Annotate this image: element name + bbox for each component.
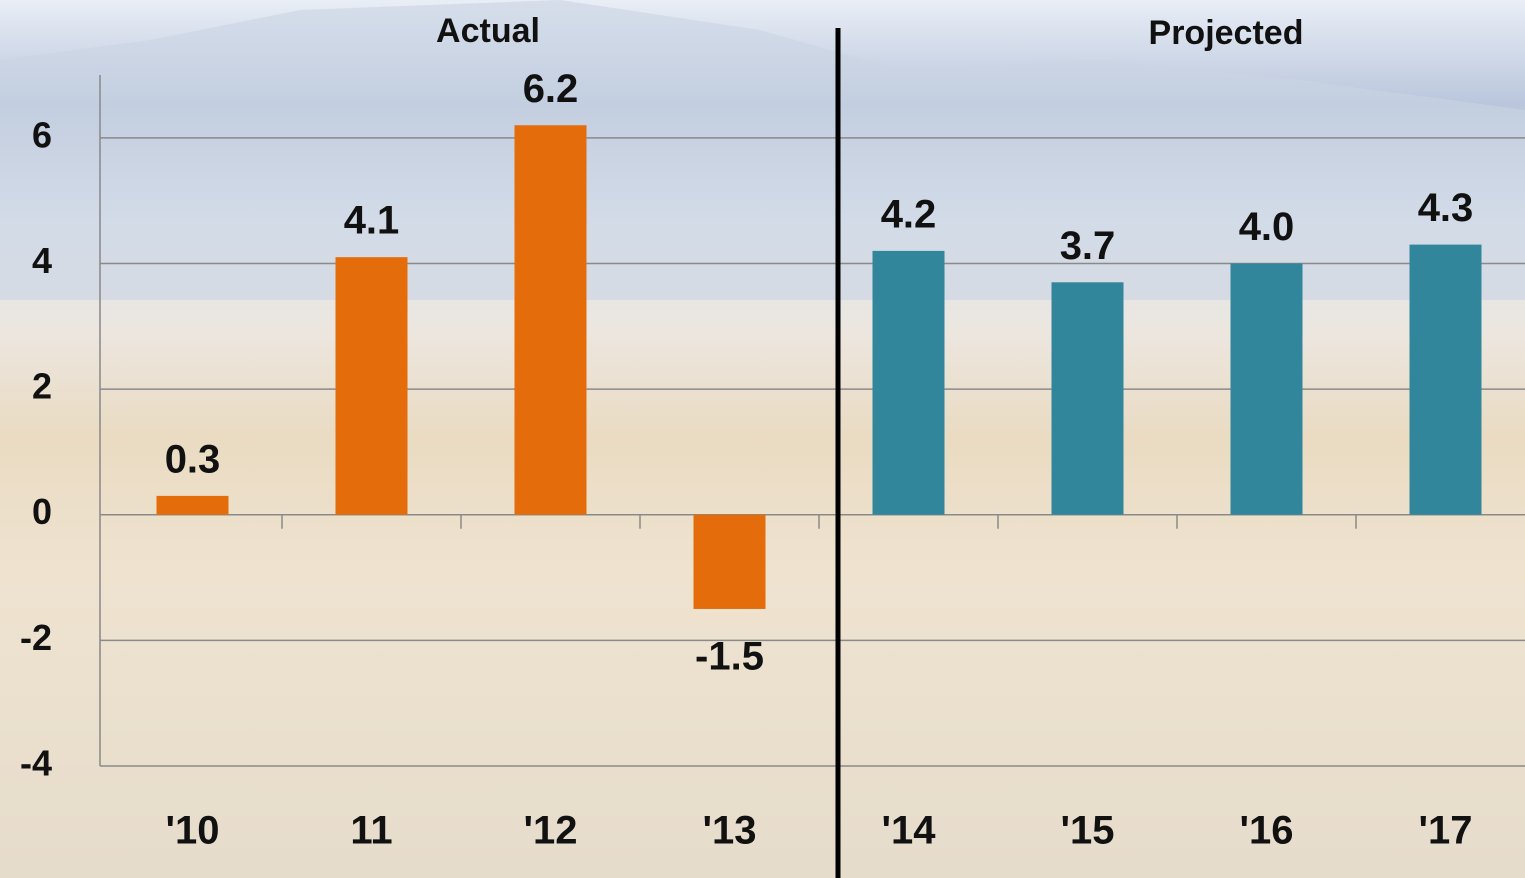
x-tick-label: '15 <box>1060 809 1114 853</box>
value-label: 3.7 <box>1060 224 1116 268</box>
bar <box>872 250 945 515</box>
x-tick-label: '17 <box>1418 809 1472 853</box>
mountains <box>0 0 1525 300</box>
x-tick-label: 11 <box>350 809 392 853</box>
value-label: 4.3 <box>1418 186 1474 230</box>
bar <box>693 514 766 609</box>
annotation: Projected <box>1149 14 1304 52</box>
y-tick-label: 2 <box>32 366 52 407</box>
x-tick-label: '12 <box>523 809 577 853</box>
bar <box>335 257 408 515</box>
y-tick-label: -2 <box>20 617 52 658</box>
y-tick-label: 6 <box>32 114 52 155</box>
value-label: 4.2 <box>881 192 937 236</box>
x-tick-label: '16 <box>1239 809 1293 853</box>
x-tick-label: '14 <box>881 809 936 853</box>
value-label: 4.0 <box>1239 205 1295 249</box>
x-tick-label: '10 <box>165 809 219 853</box>
bar <box>1051 282 1124 515</box>
y-tick-label: -4 <box>20 743 52 784</box>
bar <box>1230 263 1303 515</box>
y-tick-label: 4 <box>32 240 52 281</box>
value-label: 4.1 <box>344 199 400 243</box>
bar <box>514 125 587 515</box>
value-label: 0.3 <box>165 437 221 481</box>
bar <box>1409 244 1482 515</box>
y-tick-label: 0 <box>32 491 52 532</box>
x-tick-label: '13 <box>702 809 756 853</box>
annotation: Actual <box>436 12 540 50</box>
bar <box>156 495 229 515</box>
value-label: 6.2 <box>523 67 579 111</box>
value-label: -1.5 <box>695 635 764 679</box>
